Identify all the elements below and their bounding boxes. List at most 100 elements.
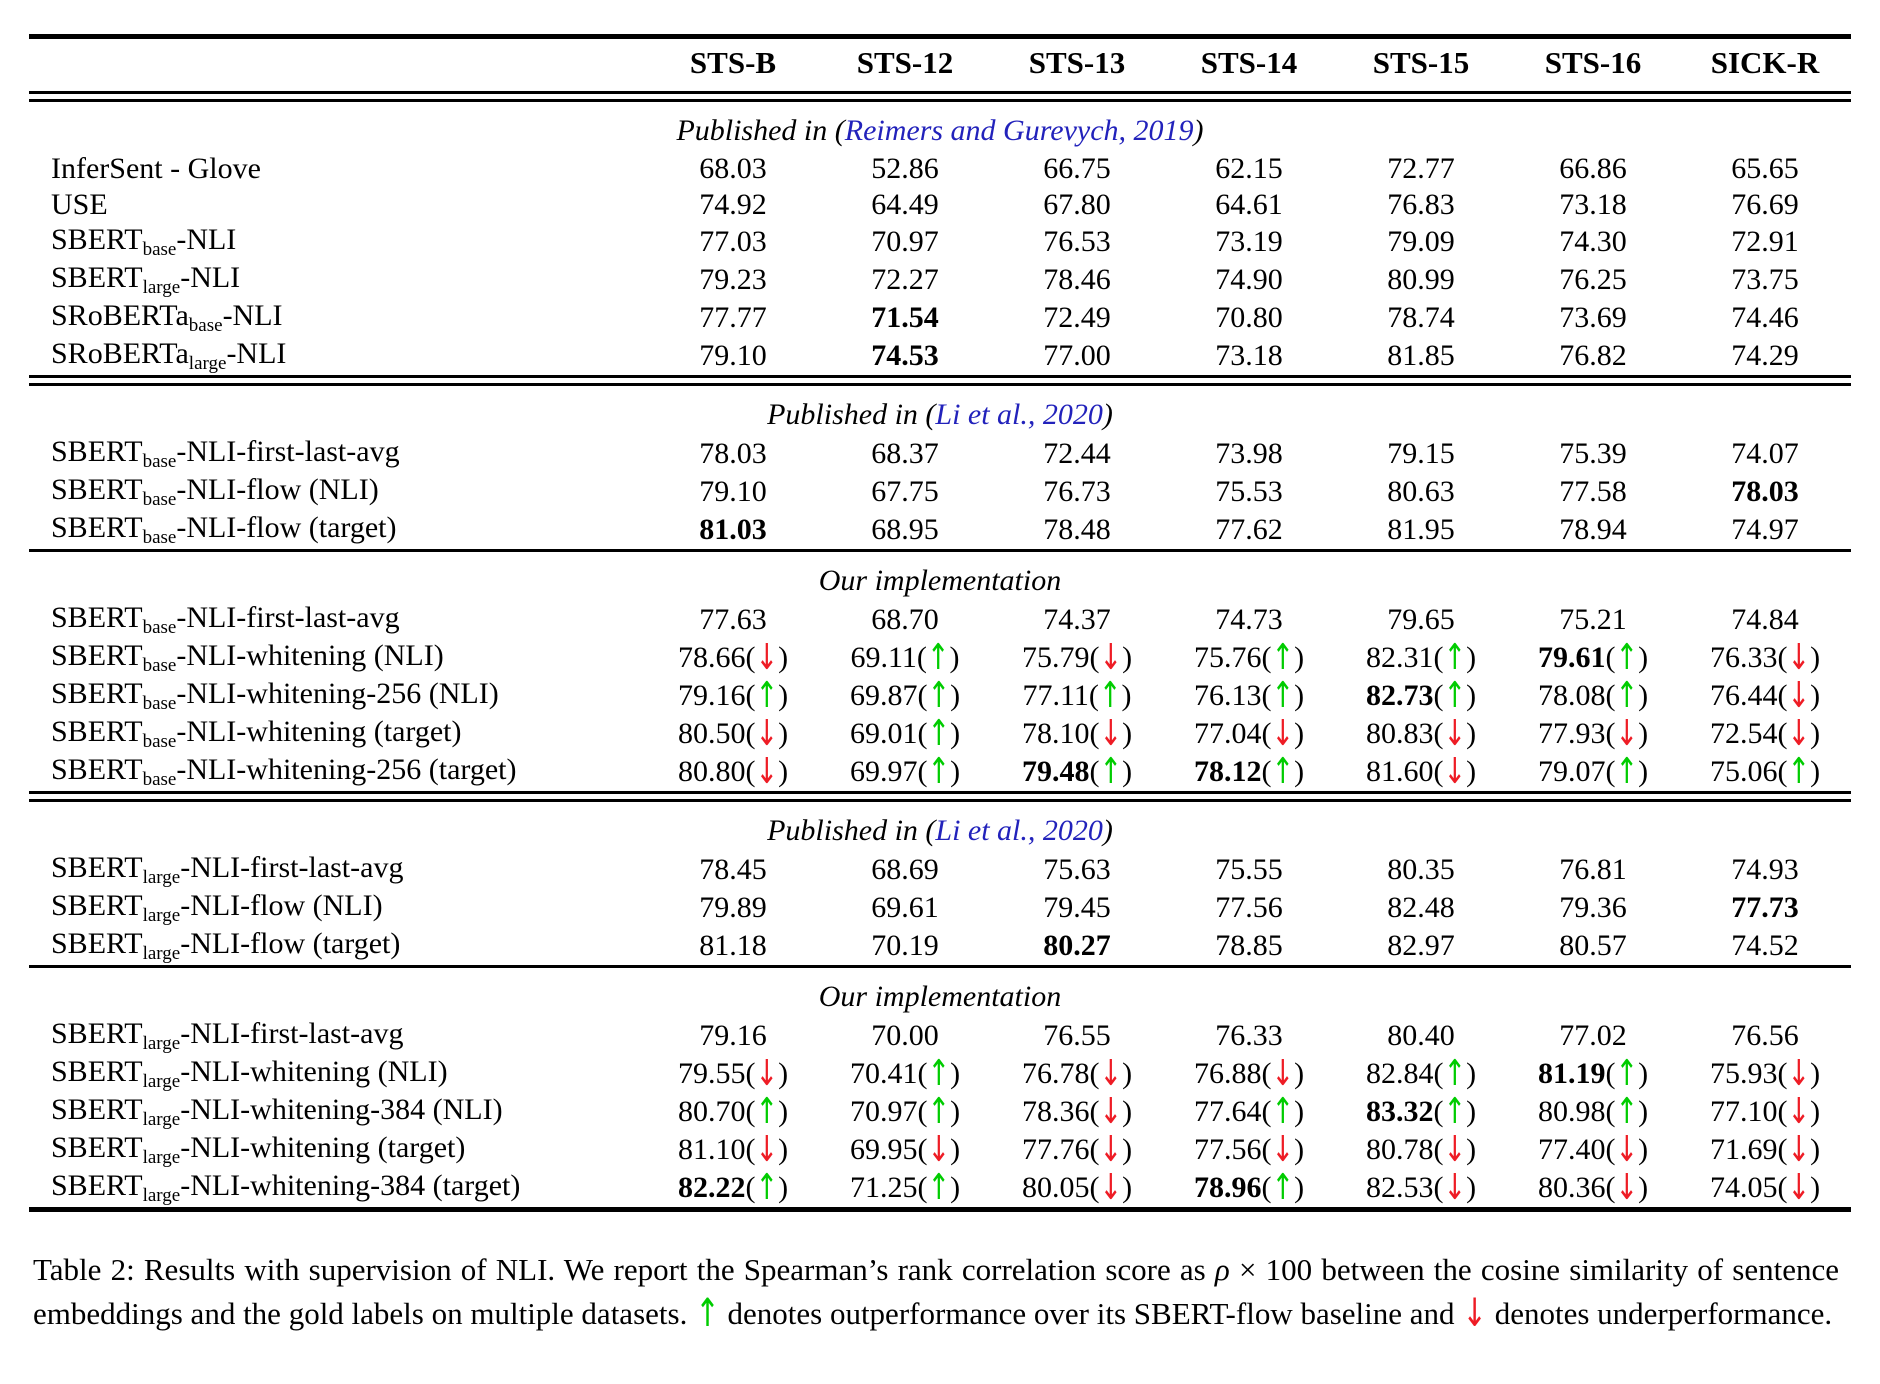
section-header: Published in (Li et al., 2020) [29,385,1851,436]
table-row: SBERTlarge-NLI-whitening (NLI) 79.55(↓) 70… [29,1055,1851,1093]
row-label-text: -NLI [180,261,241,294]
paren-open: ( [1605,1057,1616,1090]
score-value: 69.97 [849,755,918,788]
score-cell: 67.75 [819,473,991,511]
score-cell: 76.53 [991,223,1163,261]
results-table-body: STS-B STS-12 STS-13 STS-14 STS-15 STS-16 SICK-… [29,34,1851,1214]
score-cell: 78.12(↑) [1163,753,1335,793]
score-value: 76.33 [1709,641,1778,674]
score-value: 69.11 [850,641,917,674]
paren-open: ( [917,1057,928,1090]
score-cell: 52.86 [819,151,991,187]
paren-open: ( [1605,1133,1616,1166]
paren-open: ( [1089,1171,1100,1204]
score-value: 71.69 [1709,1133,1778,1166]
score-value: 77.76 [1021,1133,1090,1166]
score-cell: 70.41(↑) [819,1055,991,1093]
down-arrow-icon: ↓ [927,1129,951,1171]
score-cell: 77.10(↓) [1679,1093,1851,1131]
citation-link[interactable]: Reimers and Gurevych, 2019 [844,114,1194,147]
score-value: 81.95 [1387,513,1455,546]
score-cell: 72.44 [991,435,1163,473]
score-value: 70.41 [849,1057,918,1090]
score-value: 74.05 [1709,1171,1778,1204]
down-arrow-icon: ↓ [1099,1129,1123,1171]
row-label: SBERTlarge-NLI-whitening (target) [29,1131,647,1169]
row-label-text: SBERT [51,1055,143,1088]
row-label-text: -NLI-first-last-avg [180,851,404,884]
row-label-text: -NLI-first-last-avg [176,435,400,468]
score-cell: 77.03 [647,223,819,261]
score-cell: 80.35 [1335,851,1507,889]
score-cell: 80.57 [1507,927,1679,967]
paren-open: ( [745,1171,756,1204]
score-cell: 73.75 [1679,261,1851,299]
score-value: 66.86 [1559,152,1627,185]
score-cell: 64.49 [819,187,991,223]
score-cell: 79.36 [1507,889,1679,927]
score-cell: 75.63 [991,851,1163,889]
score-cell: 74.52 [1679,927,1851,967]
down-arrow-icon: ↓ [1615,713,1639,755]
down-arrow-icon: ↓ [755,637,779,679]
table-rule [29,375,1851,386]
score-cell: 80.40 [1335,1017,1507,1055]
row-label-subscript: base [142,527,177,548]
citation-link[interactable]: Li et al., 2020 [935,398,1103,431]
score-value: 74.92 [699,188,767,221]
paren-close: ) [1466,1133,1477,1166]
down-arrow-icon: ↓ [755,751,779,793]
paren-open: ( [1089,641,1100,674]
score-value: 70.19 [871,929,939,962]
score-cell: 75.39 [1507,435,1679,473]
row-label-text: -NLI-first-last-avg [180,1017,404,1050]
score-value: 74.29 [1731,339,1799,372]
paper-page: STS-B STS-12 STS-13 STS-14 STS-15 STS-16 SICK-… [29,34,1851,1333]
score-value: 68.69 [871,853,939,886]
down-arrow-icon: ↓ [1787,713,1811,755]
score-value: 81.19 [1537,1057,1606,1090]
up-arrow-icon: ↑ [1615,675,1639,717]
score-value: 69.95 [849,1133,918,1166]
paren-close: ) [1294,641,1305,674]
up-arrow-icon: ↑ [1443,637,1467,679]
score-value: 80.35 [1387,853,1455,886]
paren-open: ( [1605,755,1616,788]
score-value: 77.58 [1559,475,1627,508]
paren-open: ( [1089,1133,1100,1166]
score-value: 78.85 [1215,929,1283,962]
score-cell: 80.78(↓) [1335,1131,1507,1169]
score-cell: 77.64(↑) [1163,1093,1335,1131]
up-arrow-icon: ↑ [927,713,951,755]
score-value: 64.61 [1215,188,1283,221]
up-arrow-icon: ↑ [755,1091,779,1133]
score-value: 79.07 [1537,755,1606,788]
up-arrow-icon: ↑ [927,1167,951,1209]
score-cell: 82.48 [1335,889,1507,927]
table-rule [29,91,1851,102]
paren-close: ) [1466,755,1477,788]
score-cell: 69.11(↑) [819,639,991,677]
paren-close: ) [1294,755,1305,788]
score-cell: 77.76(↓) [991,1131,1163,1169]
paren-open: ( [1777,755,1788,788]
score-value: 75.63 [1043,853,1111,886]
row-label: SBERTbase-NLI-whitening (target) [29,715,647,753]
score-value: 77.62 [1215,513,1283,546]
score-value: 77.56 [1193,1133,1262,1166]
score-value: 78.36 [1021,1095,1090,1128]
up-arrow-icon: ↑ [755,675,779,717]
score-cell: 77.73 [1679,889,1851,927]
score-value: 80.36 [1537,1171,1606,1204]
score-cell: 64.61 [1163,187,1335,223]
citation-link[interactable]: Li et al., 2020 [935,814,1103,847]
table-row: SBERTlarge-NLI 79.23 72.27 78.46 74.90 80.99 7… [29,261,1851,299]
score-value: 73.19 [1215,225,1283,258]
score-cell: 66.86 [1507,151,1679,187]
score-cell: 82.97 [1335,927,1507,967]
score-cell: 79.61(↑) [1507,639,1679,677]
row-label-subscript: base [142,769,177,790]
paren-close: ) [1466,641,1477,674]
row-label: SRoBERTalarge-NLI [29,337,647,377]
score-value: 81.60 [1365,755,1434,788]
